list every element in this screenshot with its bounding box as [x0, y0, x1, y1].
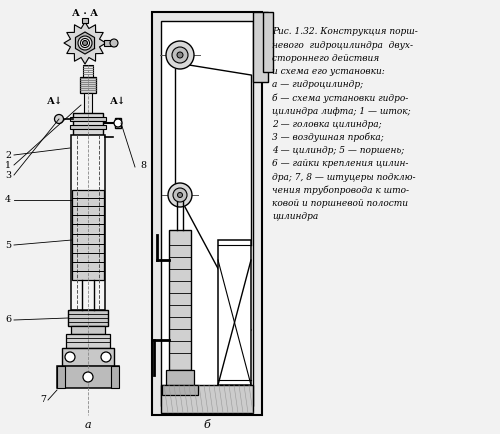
Text: дра; 7, 8 — штуцеры подклю-: дра; 7, 8 — штуцеры подклю- — [272, 173, 416, 182]
Circle shape — [168, 183, 192, 207]
Bar — [71, 135, 105, 310]
Circle shape — [80, 39, 90, 47]
Bar — [104, 40, 116, 46]
Bar — [218, 240, 251, 385]
Text: и схема его установки:: и схема его установки: — [272, 67, 385, 76]
Text: а — гидроцилиндр;: а — гидроцилиндр; — [272, 80, 363, 89]
Circle shape — [172, 47, 188, 63]
Bar — [263, 12, 273, 72]
Text: 2 — головка цилиндра;: 2 — головка цилиндра; — [272, 120, 382, 129]
Bar — [71, 326, 105, 334]
Text: б — схема установки гидро-: б — схема установки гидро- — [272, 93, 408, 103]
Bar — [80, 77, 96, 93]
Text: 5: 5 — [5, 240, 11, 250]
Text: чения трубопровода к што-: чения трубопровода к што- — [272, 186, 409, 195]
Text: А · А: А · А — [72, 10, 98, 19]
Text: 8: 8 — [140, 161, 146, 170]
Bar — [73, 113, 103, 135]
Bar — [161, 385, 253, 413]
Bar — [169, 230, 191, 370]
Bar — [161, 21, 253, 406]
Text: 3: 3 — [5, 171, 11, 180]
Bar — [166, 370, 194, 385]
Bar — [57, 366, 119, 388]
Text: 6 — гайки крепления цилин-: 6 — гайки крепления цилин- — [272, 160, 408, 168]
Text: А↓: А↓ — [47, 96, 63, 105]
Circle shape — [114, 119, 122, 127]
Bar — [62, 348, 114, 366]
Text: Рис. 1.32. Конструкция порш-: Рис. 1.32. Конструкция порш- — [272, 27, 418, 36]
Bar — [82, 18, 88, 23]
Circle shape — [177, 52, 183, 58]
Polygon shape — [76, 32, 94, 54]
Text: 4 — цилиндр; 5 — поршень;: 4 — цилиндр; 5 — поршень; — [272, 146, 404, 155]
Text: 6: 6 — [5, 316, 11, 325]
Bar — [152, 12, 262, 415]
Circle shape — [54, 115, 64, 124]
Text: б: б — [204, 420, 210, 430]
Circle shape — [65, 352, 75, 362]
Text: А↓: А↓ — [110, 96, 126, 105]
Text: а: а — [84, 420, 91, 430]
Circle shape — [83, 372, 93, 382]
Bar — [115, 118, 121, 128]
Bar — [72, 190, 104, 280]
Text: цилиндра лифта; 1 — шток;: цилиндра лифта; 1 — шток; — [272, 107, 410, 116]
Bar — [66, 334, 110, 348]
Text: 1: 1 — [5, 161, 11, 170]
Circle shape — [178, 193, 182, 197]
Circle shape — [166, 41, 194, 69]
Bar — [70, 125, 106, 129]
Text: 4: 4 — [5, 195, 11, 204]
Bar — [70, 117, 106, 121]
Text: 7: 7 — [40, 395, 46, 404]
Text: стороннего действия: стороннего действия — [272, 54, 380, 63]
Bar — [68, 310, 108, 326]
Bar — [162, 385, 198, 395]
Polygon shape — [64, 22, 106, 64]
Text: ковой и поршневой полости: ковой и поршневой полости — [272, 199, 408, 208]
Circle shape — [82, 40, 87, 46]
Bar — [57, 366, 65, 388]
Bar — [84, 93, 92, 113]
Circle shape — [101, 352, 111, 362]
Text: 3 — воздушная пробка;: 3 — воздушная пробка; — [272, 133, 384, 142]
Bar — [83, 65, 93, 77]
Circle shape — [173, 188, 187, 202]
Text: невого  гидроцилиндра  двух-: невого гидроцилиндра двух- — [272, 41, 413, 50]
Bar — [253, 12, 268, 82]
Circle shape — [78, 36, 92, 50]
Bar — [111, 366, 119, 388]
Text: цилиндра: цилиндра — [272, 212, 318, 221]
Circle shape — [110, 39, 118, 47]
Text: 2: 2 — [5, 151, 11, 160]
